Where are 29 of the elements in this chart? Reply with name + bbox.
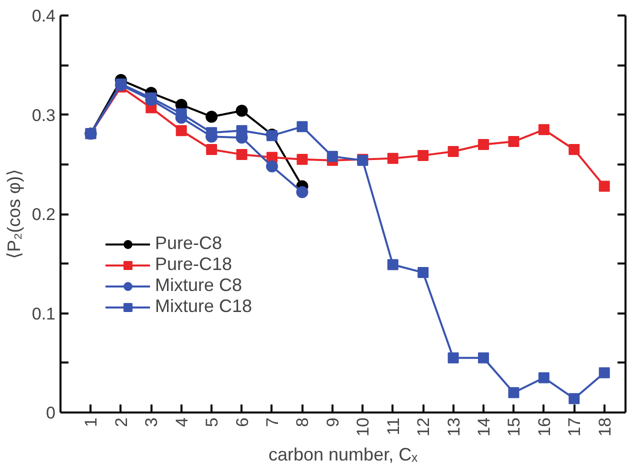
x-tick-label: 14 [474,417,494,436]
x-tick-label: 3 [142,417,162,427]
x-tick-label: 13 [444,417,464,436]
y-tick-label: 0.1 [32,304,56,324]
x-tick-label: 2 [112,417,131,427]
x-tick-label: 12 [414,417,434,436]
x-tick-label: 9 [323,417,342,427]
x-tick-label: 10 [354,417,373,436]
y-tick-label: 0.4 [32,6,56,26]
x-tick-label: 4 [172,417,192,427]
legend-label: Mixture C8 [155,275,242,296]
y-tick-label: 0.3 [32,106,56,125]
x-tick-label: 11 [384,417,403,436]
legend-label: Pure-C8 [155,233,222,254]
x-tick-label: 6 [232,417,252,427]
x-axis-title: carbon number, Cₓ [268,444,418,464]
x-tick-label: 18 [595,417,614,436]
y-tick-label: 0 [46,404,56,422]
legend-label: Pure-C18 [155,254,232,275]
y-axis-title: ⟨P₂(cos φ)⟩ [4,169,24,259]
x-tick-label: 16 [534,417,554,436]
x-tick-label: 1 [82,417,101,427]
y-tick-label: 0.2 [32,205,56,224]
x-tick-label: 7 [262,417,282,427]
x-tick-label: 8 [293,417,312,427]
x-tick-label: 17 [565,417,584,436]
x-tick-label: 15 [504,417,524,436]
legend-label: Mixture C18 [155,296,252,317]
x-tick-label: 5 [202,417,222,427]
